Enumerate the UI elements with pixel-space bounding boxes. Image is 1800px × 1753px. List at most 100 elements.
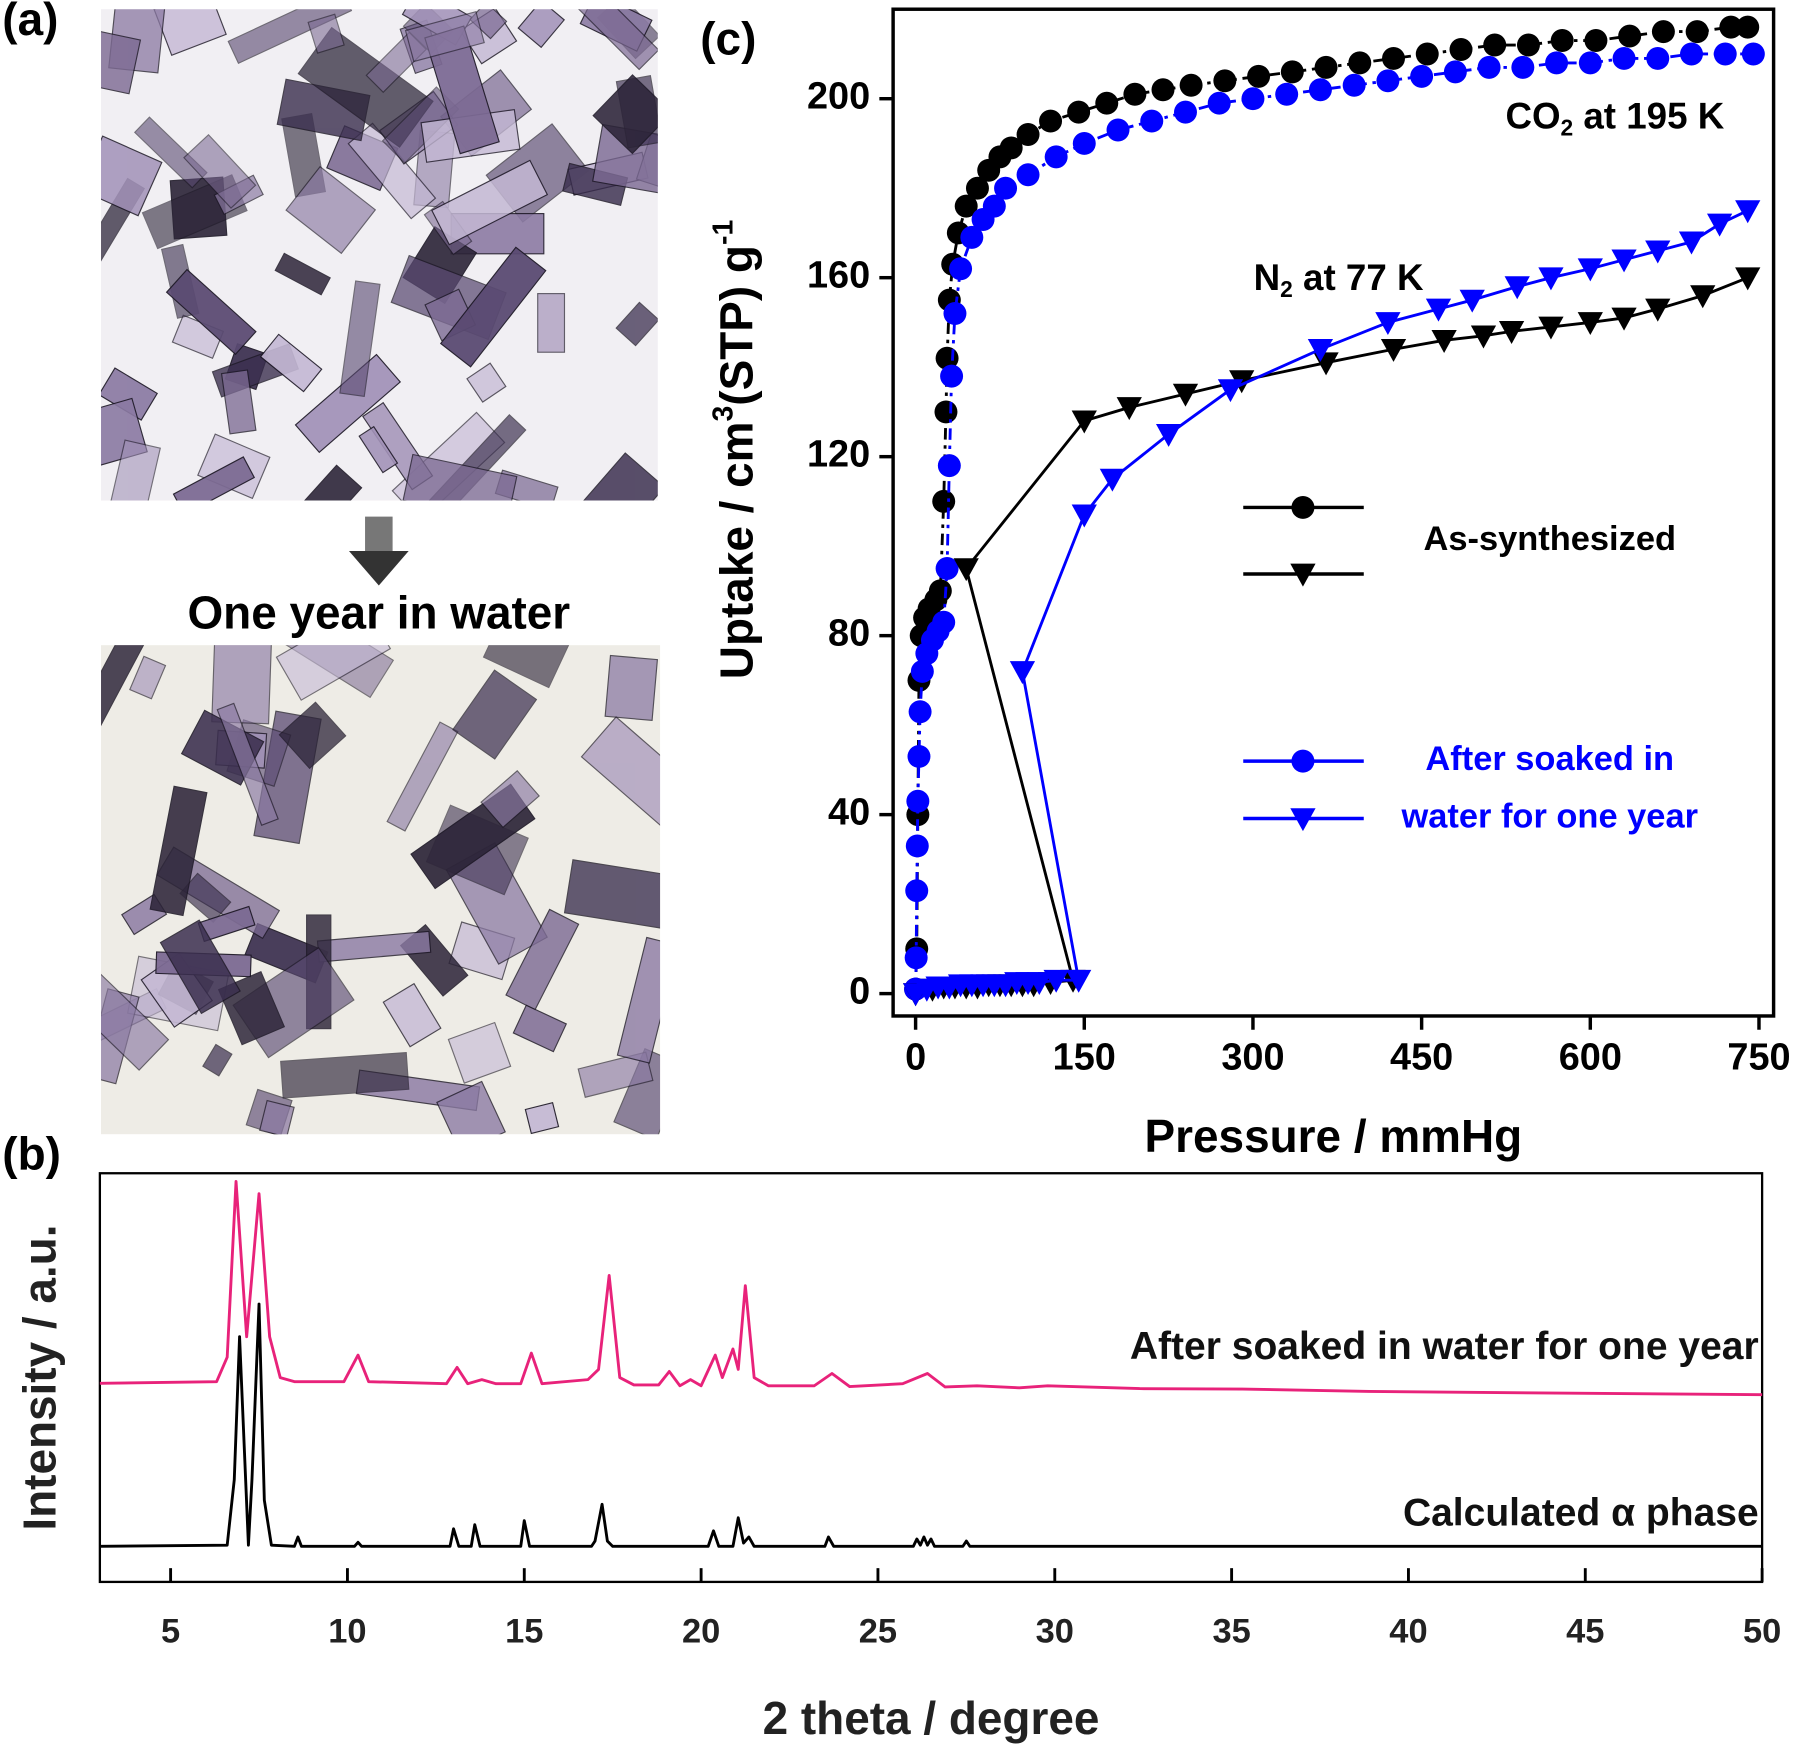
crystal	[604, 654, 659, 722]
marker-triangle	[1678, 231, 1705, 255]
marker-circle	[1179, 73, 1203, 97]
annotation-part: at 77 K	[1293, 257, 1424, 298]
crystal	[285, 165, 377, 255]
annotation: N2 at 77 K	[1254, 257, 1424, 302]
marker-triangle	[1026, 972, 1052, 996]
marker-circle	[999, 136, 1023, 160]
marker-circle	[1713, 42, 1737, 66]
marker-circle	[1651, 20, 1675, 44]
crystal	[482, 645, 571, 689]
marker-circle	[1280, 60, 1304, 84]
marker-circle	[1545, 51, 1569, 75]
marker-circle	[1646, 46, 1670, 70]
marker-circle	[1207, 91, 1231, 115]
marker-circle	[1550, 29, 1574, 53]
marker-circle	[932, 489, 956, 513]
crystal	[616, 936, 661, 1064]
crystal	[101, 135, 163, 217]
y-axis-title-part: (STP) g	[711, 245, 763, 406]
crystals	[101, 645, 661, 1135]
marker-triangle	[1425, 298, 1452, 322]
marker-triangle	[1498, 321, 1525, 345]
marker-circle	[1123, 82, 1147, 106]
crystal	[436, 1080, 506, 1135]
marker-circle	[1483, 33, 1507, 57]
marker-triangle	[1155, 423, 1182, 447]
series-label: After soaked in water for one year	[1130, 1325, 1759, 1368]
crystal	[278, 701, 347, 770]
crystal	[227, 9, 353, 64]
legend-marker	[1291, 495, 1315, 519]
marker-circle	[1618, 24, 1642, 48]
y-tick-label: 40	[828, 792, 870, 834]
marker-triangle	[1066, 969, 1092, 993]
x-tick-label: 35	[1212, 1613, 1250, 1651]
marker-circle	[965, 176, 989, 200]
marker-triangle	[1043, 969, 1069, 993]
x-tick-label: 45	[1566, 1613, 1604, 1651]
marker-triangle	[1172, 383, 1199, 407]
crystal	[563, 859, 661, 930]
crystal	[101, 645, 146, 728]
crystal	[505, 908, 580, 1011]
y-axis-title-part: 3	[707, 406, 739, 422]
marker-circle	[1016, 163, 1040, 187]
crystal	[386, 721, 459, 832]
marker-triangle	[1645, 298, 1671, 322]
crystal	[439, 246, 547, 368]
crystal	[404, 11, 485, 63]
plot-frame	[98, 1172, 1764, 1584]
marker-circle	[906, 789, 930, 813]
marker-triangle	[1735, 267, 1761, 291]
marker-triangle	[1375, 312, 1401, 336]
marker-triangle	[1009, 661, 1036, 685]
marker-circle	[1477, 55, 1501, 79]
marker-triangle	[1099, 468, 1126, 492]
marker-circle	[932, 610, 956, 634]
annotation-part: 2	[1561, 114, 1574, 140]
crystal	[275, 645, 392, 701]
panel-label: (b)	[2, 1127, 61, 1179]
series-line	[99, 1302, 1763, 1548]
marker-triangle	[1470, 325, 1497, 349]
crystal	[133, 116, 208, 189]
marker-circle	[1067, 100, 1091, 124]
marker-circle	[1449, 38, 1473, 61]
crystal	[578, 452, 658, 501]
marker-circle	[1174, 100, 1197, 124]
y-axis-title: Intensity / a.u.	[14, 1225, 66, 1531]
crystal	[101, 962, 170, 1071]
legend-label: As-synthesized	[1423, 520, 1676, 558]
marker-triangle	[953, 558, 979, 582]
legend-marker	[1290, 563, 1316, 587]
marker-circle	[940, 364, 964, 388]
x-tick-label: 0	[905, 1037, 926, 1079]
crystal	[339, 280, 381, 398]
x-tick-label: 15	[505, 1613, 543, 1651]
x-tick-label: 450	[1390, 1037, 1453, 1079]
crystal	[183, 133, 257, 209]
marker-triangle	[1577, 258, 1603, 282]
crystal	[480, 770, 540, 829]
marker-circle	[1039, 109, 1063, 133]
marker-triangle	[1611, 249, 1637, 273]
series-label: Calculated α phase	[1403, 1492, 1759, 1535]
crystal	[259, 1099, 295, 1135]
marker-circle	[1213, 69, 1237, 93]
marker-triangle	[1307, 338, 1334, 362]
legend-marker	[1290, 808, 1316, 832]
marker-triangle	[1735, 200, 1761, 224]
marker-circle	[1612, 46, 1636, 70]
crystal	[280, 1051, 410, 1099]
marker-circle	[1247, 64, 1271, 88]
crystal	[259, 333, 323, 393]
marker-circle	[905, 834, 929, 858]
legend-marker	[1291, 749, 1315, 773]
marker-triangle	[1217, 379, 1244, 403]
x-tick-label: 300	[1221, 1037, 1284, 1079]
marker-circle	[1578, 51, 1602, 75]
crystal	[220, 369, 257, 435]
series-line	[915, 276, 1749, 995]
x-tick-label: 30	[1036, 1613, 1074, 1651]
